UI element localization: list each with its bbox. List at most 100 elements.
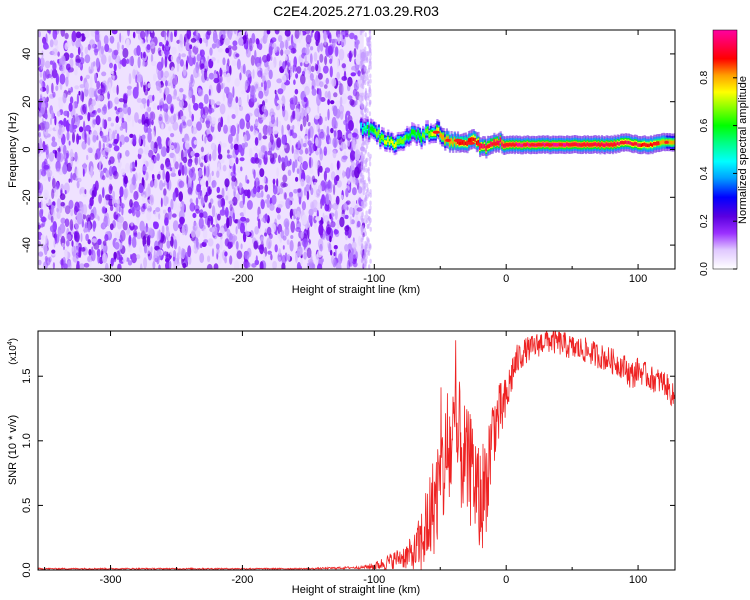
noise-speck xyxy=(87,220,91,233)
noise-speck xyxy=(280,157,285,163)
noise-speck xyxy=(157,173,161,180)
noise-speck xyxy=(118,256,124,261)
noise-speck xyxy=(310,46,314,51)
noise-speck xyxy=(296,246,303,257)
noise-speck xyxy=(311,30,314,33)
noise-speck xyxy=(256,62,262,70)
noise-speck xyxy=(256,192,262,198)
noise-speck xyxy=(355,251,359,260)
noise-speck xyxy=(128,73,132,85)
colorbar: 0.0 0.2 0.4 0.6 0.8 Normalized spectral ampl… xyxy=(699,29,749,276)
spectrogram-xtick-label: -300 xyxy=(100,273,122,285)
noise-speck xyxy=(368,156,371,162)
noise-speck xyxy=(300,62,303,67)
noise-speck xyxy=(235,226,238,235)
ridge-cell xyxy=(499,137,502,143)
ridge-cell xyxy=(659,141,662,145)
noise-speck xyxy=(332,137,338,148)
noise-speck xyxy=(290,115,293,123)
noise-speck xyxy=(198,217,204,229)
noise-speck xyxy=(328,32,332,44)
noise-speck xyxy=(111,30,118,35)
noise-speck xyxy=(143,150,149,155)
noise-speck xyxy=(209,153,212,162)
noise-speck xyxy=(172,256,176,262)
ridge-cell xyxy=(384,140,387,145)
noise-speck xyxy=(79,84,85,89)
noise-speck xyxy=(57,147,61,152)
noise-speck xyxy=(102,252,108,264)
colorbar-tick-label: 0.0 xyxy=(699,262,710,276)
noise-speck xyxy=(269,153,275,164)
ridge-cell xyxy=(366,125,369,129)
noise-speck xyxy=(258,184,264,190)
noise-speck xyxy=(330,221,336,228)
noise-speck xyxy=(125,121,128,133)
noise-speck xyxy=(207,133,213,142)
noise-speck xyxy=(193,67,199,79)
noise-speck xyxy=(202,106,209,116)
noise-speck xyxy=(278,35,283,43)
noise-speck xyxy=(303,54,310,65)
noise-speck xyxy=(366,218,369,223)
noise-speck xyxy=(323,170,327,182)
noise-speck xyxy=(164,70,169,78)
noise-speck xyxy=(211,205,216,218)
noise-speck xyxy=(369,226,372,232)
noise-speck xyxy=(341,63,346,69)
noise-speck xyxy=(69,52,74,59)
noise-speck xyxy=(295,252,298,263)
ridge-cell xyxy=(564,143,567,147)
noise-speck xyxy=(243,189,250,197)
noise-speck xyxy=(344,225,350,232)
noise-speck xyxy=(349,216,352,225)
spectrogram-ytick-label: 20 xyxy=(21,96,33,108)
noise-speck xyxy=(52,48,58,56)
noise-speck xyxy=(354,177,359,186)
noise-speck xyxy=(161,225,165,234)
noise-speck xyxy=(137,56,141,69)
noise-speck xyxy=(158,229,161,241)
noise-speck xyxy=(171,167,176,175)
noise-speck xyxy=(197,192,201,200)
noise-speck xyxy=(136,45,141,57)
noise-speck xyxy=(330,255,335,265)
noise-speck xyxy=(304,30,311,35)
noise-speck xyxy=(113,145,120,152)
noise-speck xyxy=(109,129,112,141)
noise-speck xyxy=(119,107,124,120)
noise-speck xyxy=(165,51,171,56)
ridge-cell xyxy=(646,143,649,148)
ridge-cell xyxy=(417,130,420,136)
noise-speck xyxy=(170,172,177,177)
noise-speck xyxy=(76,93,79,105)
noise-speck xyxy=(262,135,268,140)
noise-speck xyxy=(270,222,276,234)
noise-speck xyxy=(209,47,213,56)
noise-speck xyxy=(38,57,41,67)
noise-speck xyxy=(81,131,87,140)
noise-speck xyxy=(176,251,182,259)
noise-speck xyxy=(54,115,57,126)
noise-speck xyxy=(333,245,338,250)
noise-speck xyxy=(360,83,363,89)
noise-speck xyxy=(147,36,152,41)
noise-speck xyxy=(132,134,137,145)
noise-speck xyxy=(278,248,281,256)
noise-speck xyxy=(252,69,255,79)
noise-speck xyxy=(131,253,137,264)
noise-speck xyxy=(365,101,368,107)
noise-speck xyxy=(307,122,311,127)
noise-speck xyxy=(363,66,367,72)
noise-speck xyxy=(106,216,110,227)
noise-speck xyxy=(268,141,272,149)
ridge-cell xyxy=(404,134,407,140)
noise-speck xyxy=(184,251,189,264)
noise-speck xyxy=(359,187,363,193)
noise-speck xyxy=(147,131,152,143)
noise-speck xyxy=(369,55,372,61)
noise-speck xyxy=(207,217,211,228)
noise-speck xyxy=(366,250,369,255)
noise-speck xyxy=(335,195,340,205)
ridge-cell xyxy=(479,145,482,150)
